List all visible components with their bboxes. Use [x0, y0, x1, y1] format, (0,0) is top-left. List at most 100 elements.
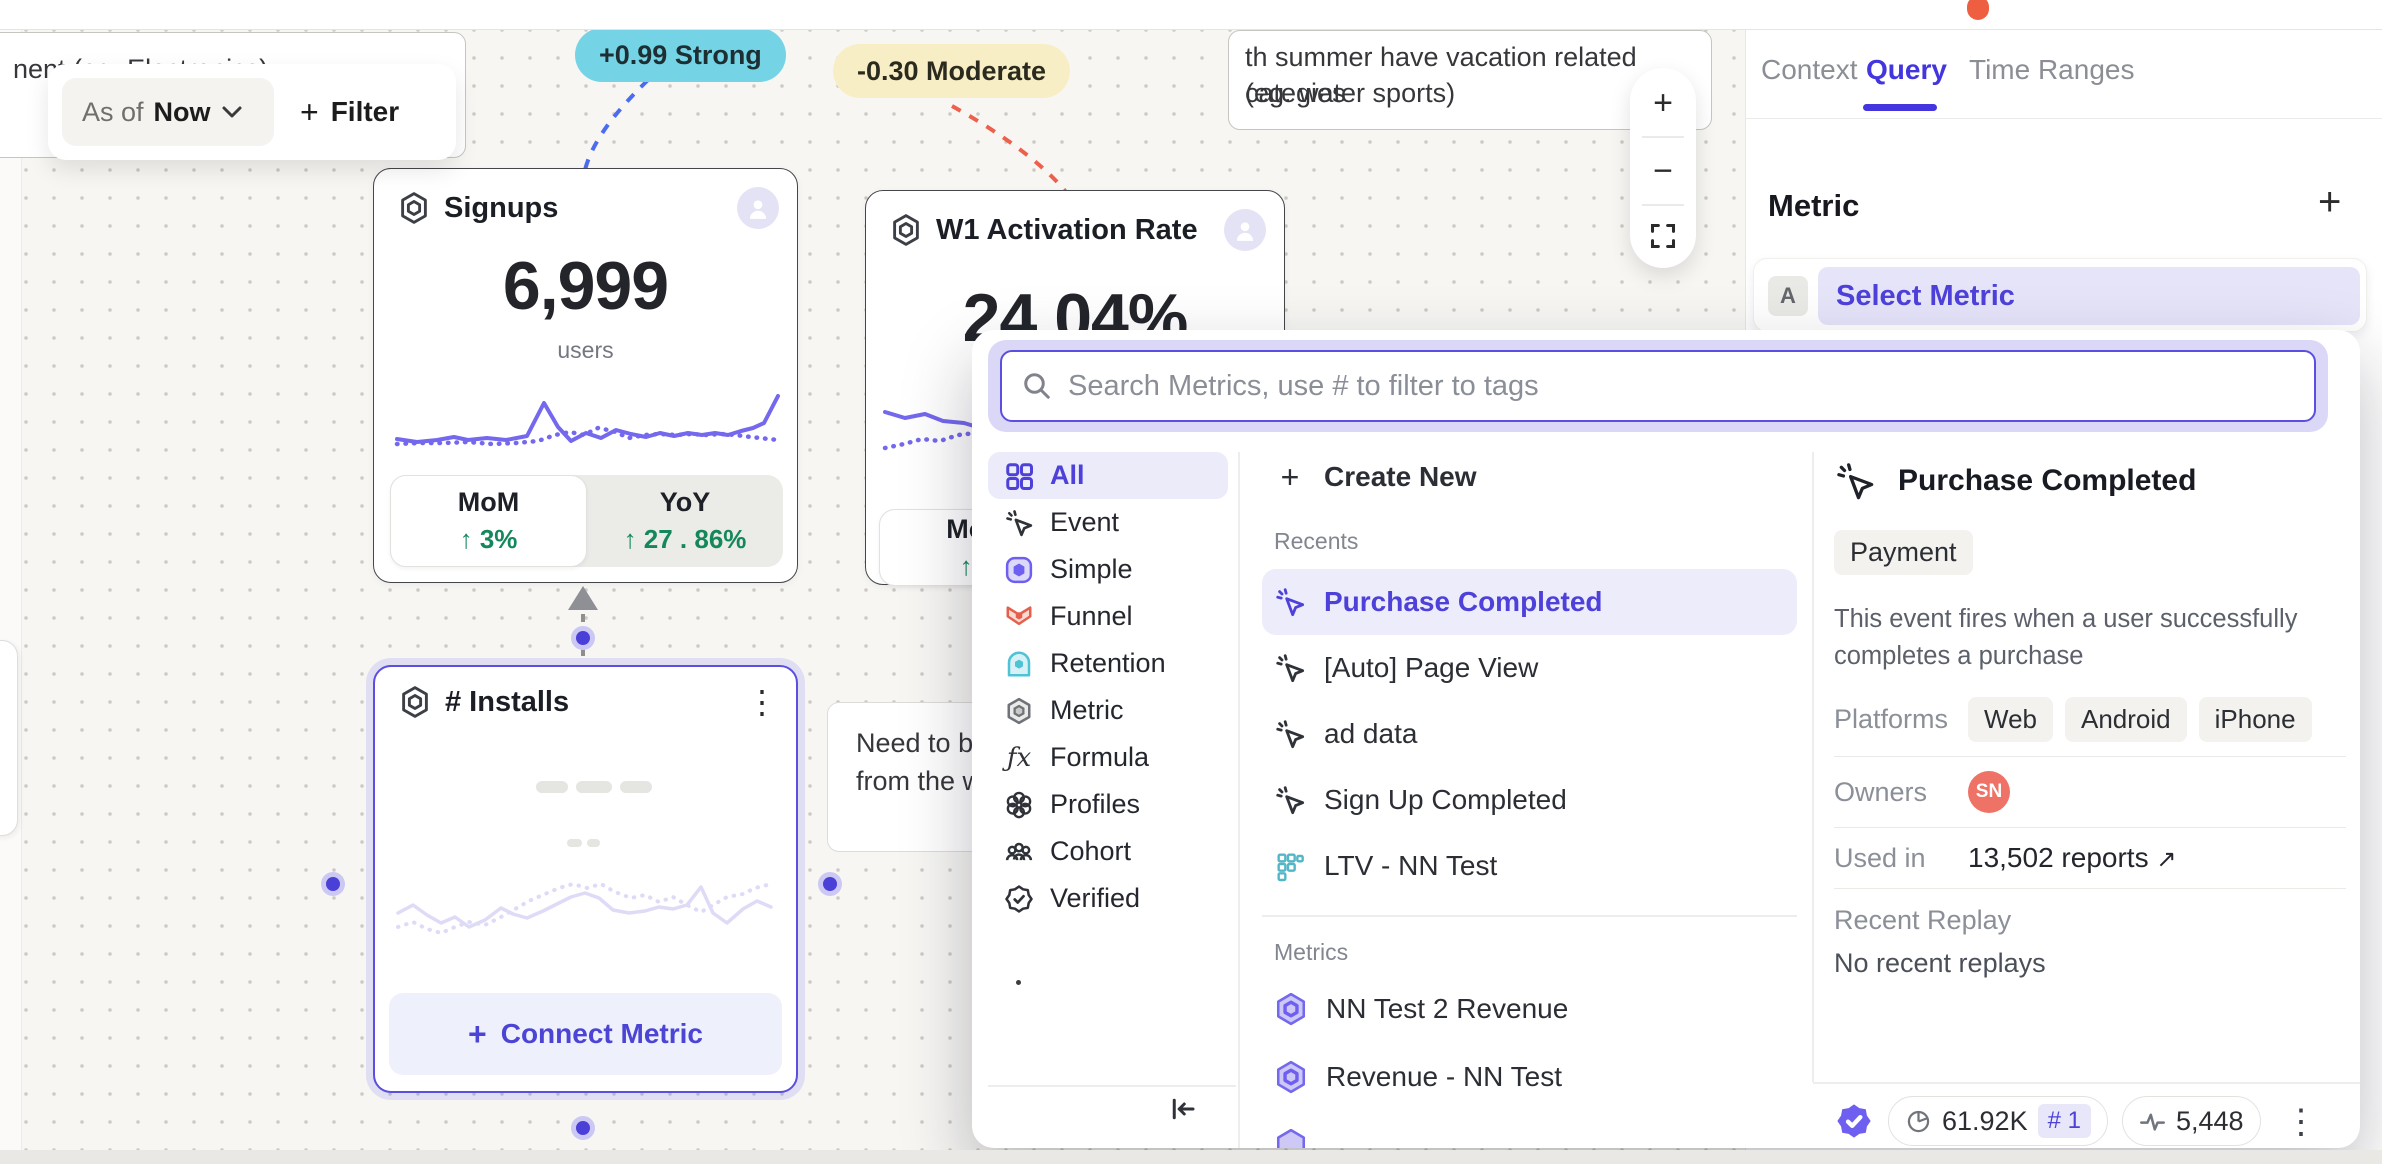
list-item-label: ad data	[1324, 718, 1418, 749]
funnel-icon	[1006, 605, 1032, 625]
collapse-sidebar-icon[interactable]	[1168, 1094, 1198, 1124]
platform-android: Android	[2065, 697, 2187, 742]
used-in-row: Used in 13,502 reports ↗	[1834, 828, 2346, 889]
divider	[1813, 1082, 2360, 1084]
list-item-nn-test-2-revenue[interactable]: NN Test 2 Revenue	[1262, 976, 1797, 1042]
metric-list: + Create New Recents Purchase Completed …	[1262, 452, 1797, 1148]
metric-unit: users	[557, 337, 614, 363]
metric-clause-row: A Select Metric	[1753, 258, 2367, 332]
category-overflow-dot	[1016, 980, 1021, 985]
category-simple[interactable]: Simple	[988, 546, 1228, 593]
metric-section-title: Metric	[1768, 188, 1860, 223]
queries-stat[interactable]: 5,448	[2121, 1096, 2261, 1146]
list-item-ltv-nn-test[interactable]: LTV - NN Test	[1262, 833, 1797, 899]
select-metric-field[interactable]: Select Metric	[1818, 267, 2360, 325]
tab-context[interactable]: Context	[1761, 54, 1858, 85]
placeholder-dash	[536, 781, 568, 793]
event-cursor-icon	[1276, 720, 1305, 749]
create-new-button[interactable]: + Create New	[1262, 452, 1797, 502]
zoom-in-button[interactable]: +	[1653, 84, 1673, 123]
event-cursor-icon	[1276, 654, 1305, 683]
yoy-value: ↑ 27 . 86%	[623, 524, 747, 554]
correlation-pill-strong[interactable]: +0.99 Strong	[575, 28, 786, 82]
category-retention[interactable]: Retention	[988, 640, 1228, 687]
owner-avatar[interactable]: SN	[1968, 771, 2010, 813]
list-item-sign-up-completed[interactable]: Sign Up Completed	[1262, 767, 1797, 833]
as-of-label: As of	[82, 96, 144, 127]
search-field[interactable]	[1000, 350, 2316, 422]
sparkline-chart	[394, 394, 781, 447]
avatar	[1224, 209, 1266, 251]
plus-icon: +	[468, 1015, 487, 1052]
formula-fx-icon: ƒx	[1006, 742, 1032, 773]
category-label: Verified	[1050, 883, 1141, 913]
divider	[1642, 136, 1684, 138]
activity-icon	[2139, 1113, 2165, 1131]
active-tab-indicator	[1863, 104, 1937, 111]
left-edge-toolbar-partial[interactable]	[0, 640, 18, 836]
toggle-mom[interactable]: MoM ↑ 3%	[390, 475, 587, 567]
category-label: Cohort	[1050, 836, 1132, 866]
sticky-note-summer[interactable]: th summer have vacation related categies…	[1228, 30, 1712, 130]
tab-time-ranges[interactable]: Time Ranges	[1969, 54, 2135, 85]
as-of-value: Now	[153, 96, 211, 127]
category-all[interactable]: All	[988, 452, 1228, 499]
tab-query[interactable]: Query	[1866, 54, 1947, 85]
detail-tag[interactable]: Payment	[1834, 530, 1973, 575]
list-item-label: Purchase Completed	[1324, 586, 1603, 617]
placeholder-dash	[567, 839, 582, 847]
platforms-label: Platforms	[1834, 704, 1949, 734]
used-in-label: Used in	[1834, 842, 1926, 873]
profiles-cluster-icon	[1006, 791, 1032, 818]
card-installs[interactable]: # Installs ⋮ + Connect Metric	[373, 665, 798, 1093]
list-item-ad-data[interactable]: ad data	[1262, 701, 1797, 767]
pill-strong-label: +0.99 Strong	[599, 39, 762, 70]
fit-screen-button[interactable]	[1649, 222, 1677, 250]
metric-value: 6,999	[502, 248, 669, 324]
used-in-link[interactable]: 13,502 reports ↗	[1968, 842, 2176, 874]
mom-label: MoM	[457, 487, 520, 517]
search-input[interactable]	[1068, 369, 2314, 403]
list-item-partial[interactable]	[1262, 1112, 1797, 1148]
sticky-note-line2: (eg. water sports)	[1245, 78, 1456, 108]
category-label: Profiles	[1050, 789, 1141, 819]
category-label: All	[1050, 460, 1085, 490]
list-item-purchase-completed[interactable]: Purchase Completed	[1262, 569, 1797, 635]
toggle-yoy[interactable]: YoY ↑ 27 . 86%	[587, 475, 783, 567]
category-metric[interactable]: Metric	[988, 687, 1228, 734]
event-cursor-icon	[1276, 786, 1305, 815]
kebab-menu-icon[interactable]: ⋮	[746, 684, 778, 720]
placeholder-dash	[620, 781, 652, 793]
list-item-revenue-nn-test[interactable]: Revenue - NN Test	[1262, 1044, 1797, 1110]
pie-chart-icon	[1907, 1110, 1930, 1132]
category-verified[interactable]: Verified	[988, 875, 1228, 922]
category-cohort[interactable]: Cohort	[988, 828, 1228, 875]
as-of-dropdown[interactable]: As of Now	[62, 78, 274, 146]
queries-value: 5,448	[2175, 1105, 2244, 1136]
list-item-label: LTV - NN Test	[1324, 850, 1498, 881]
category-label: Simple	[1050, 554, 1133, 584]
correlation-pill-moderate[interactable]: -0.30 Moderate	[833, 44, 1071, 98]
divider	[1812, 452, 1814, 1082]
plus-icon: +	[300, 93, 319, 130]
zoom-out-button[interactable]: −	[1653, 151, 1673, 190]
card-signups[interactable]: Signups 6,999 users MoM ↑ 3% YoY ↑ 27 . …	[373, 168, 798, 583]
owners-label: Owners	[1834, 776, 1928, 807]
category-event[interactable]: Event	[988, 499, 1228, 546]
filter-label: Filter	[330, 96, 400, 127]
event-detail-panel: Purchase Completed Payment This event fi…	[1834, 460, 2346, 979]
add-metric-button[interactable]: +	[2318, 180, 2342, 224]
category-funnel[interactable]: Funnel	[988, 593, 1228, 640]
mom-value: ↑ 3%	[459, 524, 518, 554]
category-profiles[interactable]: Profiles	[988, 781, 1228, 828]
rank-badge: # 1	[2037, 1104, 2091, 1138]
event-cursor-icon	[1837, 463, 1874, 500]
volume-stat[interactable]: 61.92K # 1	[1888, 1096, 2108, 1146]
clause-badge: A	[1768, 276, 1808, 316]
list-item-auto-page-view[interactable]: [Auto] Page View	[1262, 635, 1797, 701]
connect-metric-button[interactable]: + Connect Metric	[389, 993, 782, 1075]
placeholder-dash	[576, 781, 612, 793]
category-formula[interactable]: ƒx Formula	[988, 734, 1228, 781]
filter-button[interactable]: + Filter	[300, 78, 399, 146]
kebab-menu-icon[interactable]: ⋮	[2284, 1103, 2318, 1141]
